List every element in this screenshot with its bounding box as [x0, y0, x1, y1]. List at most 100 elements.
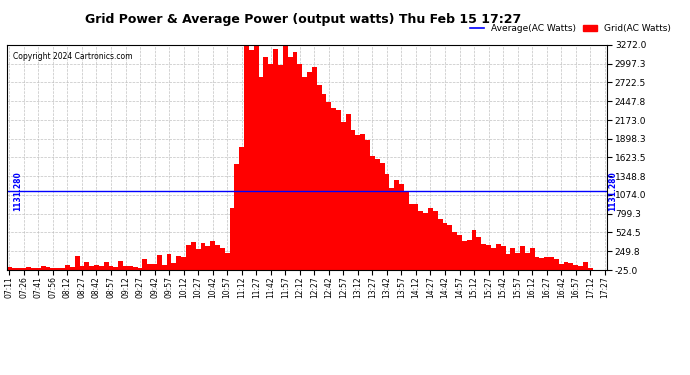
Bar [181, 257, 186, 270]
Bar [239, 147, 244, 270]
Bar [408, 204, 413, 270]
Bar [389, 188, 394, 270]
Bar [544, 257, 549, 270]
Bar [540, 258, 544, 270]
Bar [326, 102, 331, 270]
Bar [210, 242, 215, 270]
Bar [108, 266, 113, 270]
Bar [501, 246, 506, 270]
Bar [380, 163, 384, 270]
Bar [564, 262, 569, 270]
Bar [312, 68, 317, 270]
Bar [423, 213, 428, 270]
Bar [302, 77, 307, 270]
Bar [215, 246, 220, 270]
Bar [36, 268, 41, 270]
Bar [75, 256, 79, 270]
Bar [147, 264, 152, 270]
Bar [428, 209, 433, 270]
Bar [467, 240, 472, 270]
Bar [235, 164, 239, 270]
Bar [123, 266, 128, 270]
Bar [113, 267, 118, 270]
Text: 1131.280: 1131.280 [13, 171, 22, 211]
Bar [447, 225, 452, 270]
Bar [220, 248, 225, 270]
Bar [249, 50, 254, 270]
Bar [244, 45, 249, 270]
Bar [167, 254, 172, 270]
Bar [278, 64, 283, 270]
Bar [525, 253, 530, 270]
Text: Copyright 2024 Cartronics.com: Copyright 2024 Cartronics.com [13, 52, 132, 61]
Bar [94, 266, 99, 270]
Bar [317, 85, 322, 270]
Bar [50, 268, 55, 270]
Bar [457, 235, 462, 270]
Bar [491, 248, 496, 270]
Bar [583, 262, 588, 270]
Bar [41, 267, 46, 270]
Bar [293, 52, 297, 270]
Bar [384, 174, 389, 270]
Bar [31, 268, 36, 270]
Bar [535, 257, 540, 270]
Bar [442, 223, 447, 270]
Bar [477, 237, 482, 270]
Bar [206, 246, 210, 270]
Bar [520, 246, 525, 270]
Bar [511, 248, 515, 270]
Bar [486, 245, 491, 270]
Bar [201, 243, 206, 270]
Bar [437, 219, 442, 270]
Bar [254, 45, 259, 270]
Bar [268, 63, 273, 270]
Bar [118, 261, 123, 270]
Bar [336, 110, 341, 270]
Bar [578, 266, 583, 270]
Bar [331, 108, 336, 270]
Bar [375, 159, 380, 270]
Bar [530, 248, 535, 270]
Bar [549, 257, 554, 270]
Bar [264, 57, 268, 270]
Bar [569, 263, 573, 270]
Bar [452, 232, 457, 270]
Bar [399, 184, 404, 270]
Bar [65, 265, 70, 270]
Bar [152, 264, 157, 270]
Bar [142, 259, 147, 270]
Bar [196, 249, 201, 270]
Bar [162, 265, 167, 270]
Bar [12, 268, 17, 270]
Bar [573, 265, 578, 270]
Bar [132, 267, 137, 270]
Bar [360, 134, 365, 270]
Bar [365, 140, 370, 270]
Bar [394, 180, 399, 270]
Bar [21, 268, 26, 270]
Bar [413, 204, 418, 270]
Bar [404, 192, 408, 270]
Bar [355, 135, 360, 270]
Bar [283, 45, 288, 270]
Bar [70, 267, 75, 270]
Bar [273, 49, 278, 270]
Bar [307, 72, 312, 270]
Bar [17, 268, 21, 270]
Bar [588, 268, 593, 270]
Bar [515, 253, 520, 270]
Bar [559, 264, 564, 270]
Bar [104, 262, 108, 270]
Bar [297, 64, 302, 270]
Bar [55, 268, 60, 270]
Bar [554, 259, 559, 270]
Bar [177, 256, 181, 270]
Bar [89, 266, 94, 270]
Bar [351, 130, 355, 270]
Bar [288, 57, 293, 270]
Bar [191, 242, 196, 270]
Bar [259, 77, 264, 270]
Bar [341, 122, 346, 270]
Bar [79, 266, 84, 270]
